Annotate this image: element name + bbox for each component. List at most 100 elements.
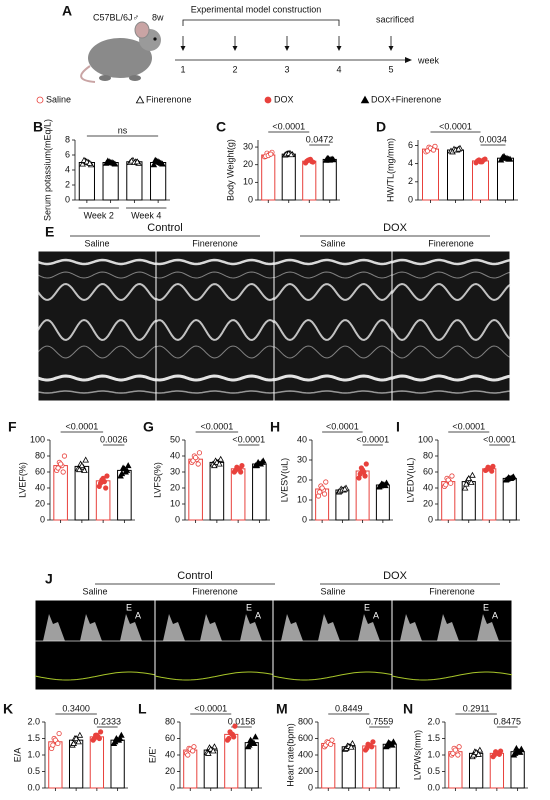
ecg-trace — [34, 671, 156, 681]
bar — [209, 461, 225, 521]
y-axis-label: LVEF(%) — [17, 462, 27, 498]
data-point — [116, 735, 124, 742]
bar — [447, 149, 464, 201]
echo-trace — [391, 345, 511, 359]
bar — [497, 157, 514, 201]
y-tick-label: 40 — [165, 749, 175, 759]
doppler-peak — [318, 614, 340, 641]
y-tick-label: 40 — [170, 450, 180, 460]
data-point — [238, 469, 244, 475]
data-point — [341, 485, 349, 492]
data-point — [133, 158, 141, 165]
panel-label: C — [216, 119, 226, 135]
legend-label: Saline — [46, 94, 71, 104]
echo-trace — [37, 318, 157, 342]
bar — [502, 477, 517, 521]
data-point — [76, 731, 84, 738]
data-point — [357, 471, 363, 477]
data-point — [430, 147, 437, 153]
group-label: Week 2 — [84, 210, 114, 220]
y-tick-label: 60 — [35, 466, 45, 476]
bar — [422, 148, 439, 201]
panel-header: Finerenone — [428, 238, 474, 248]
doppler-peak — [120, 614, 142, 641]
data-point — [193, 454, 199, 461]
p-value: <0.0001 — [326, 421, 359, 431]
bar — [472, 160, 489, 201]
p-value: 0.0034 — [479, 134, 507, 144]
echo-trace — [273, 374, 393, 382]
doppler-image — [34, 599, 156, 691]
bar — [261, 154, 276, 201]
week-label: 3 — [284, 64, 289, 74]
end-label: sacrificed — [376, 14, 414, 24]
data-point — [462, 480, 470, 487]
data-point — [91, 735, 97, 742]
data-point — [185, 752, 191, 758]
panel-label: E — [45, 224, 54, 240]
data-point — [81, 466, 88, 473]
y-axis-label: E/E' — [147, 747, 157, 764]
y-tick-label: 50 — [170, 434, 180, 444]
data-point — [461, 484, 469, 491]
data-point — [239, 462, 245, 469]
y-tick-label: 80 — [423, 450, 433, 460]
doppler-image — [154, 599, 276, 691]
data-point — [245, 741, 253, 748]
echo-trace — [155, 282, 275, 302]
group-header: DOX — [383, 570, 408, 582]
data-point — [98, 729, 104, 735]
bar — [341, 746, 356, 789]
bar — [188, 458, 203, 521]
data-point — [100, 475, 106, 481]
data-point — [516, 748, 524, 755]
y-tick-label: 0 — [175, 514, 180, 524]
p-value: 0.0026 — [100, 434, 128, 444]
doppler-peak — [163, 614, 185, 641]
y-tick-label: 80 — [35, 450, 45, 460]
data-point — [103, 485, 109, 491]
p-value: 0.8449 — [335, 703, 363, 713]
p-value: <0.0001 — [452, 421, 485, 431]
peak-label: E — [126, 602, 132, 612]
panel-label: K — [3, 701, 13, 717]
y-tick-label: 0 — [428, 514, 433, 524]
data-point — [317, 489, 323, 495]
y-tick-label: 20 — [170, 482, 180, 492]
panel-label: D — [376, 119, 386, 135]
data-point — [455, 752, 461, 758]
doppler-peak — [477, 614, 499, 641]
y-tick-label: 20 — [297, 474, 307, 484]
echo-trace — [155, 271, 275, 279]
data-point — [381, 482, 389, 489]
y-tick-label: 20 — [165, 766, 175, 776]
data-point — [56, 730, 62, 737]
doppler-peak — [43, 614, 65, 641]
age: 8w — [152, 12, 164, 22]
data-point — [323, 479, 329, 485]
echo-trace — [273, 282, 393, 302]
data-point — [456, 744, 462, 750]
doppler-peak — [358, 614, 380, 641]
bar — [74, 465, 90, 521]
ecg-trace — [391, 671, 513, 681]
data-point — [55, 465, 61, 471]
y-tick-label: 1.0 — [27, 749, 40, 759]
data-point — [465, 474, 473, 481]
panel-header: Saline — [82, 586, 107, 596]
doppler-peak — [240, 614, 262, 641]
p-value: 0.2333 — [93, 716, 121, 726]
legend-marker — [135, 95, 145, 104]
panel-header: Saline — [84, 238, 109, 248]
panel-label: A — [62, 3, 72, 19]
timeline-title: Experimental model construction — [191, 4, 322, 14]
panel-label: J — [45, 571, 53, 587]
data-point — [50, 742, 56, 748]
data-point — [475, 750, 482, 757]
data-point — [505, 155, 512, 162]
y-axis-label: Heart rate(bpm) — [285, 723, 295, 787]
panel-header: Saline — [320, 586, 345, 596]
peak-label: E — [483, 602, 489, 612]
